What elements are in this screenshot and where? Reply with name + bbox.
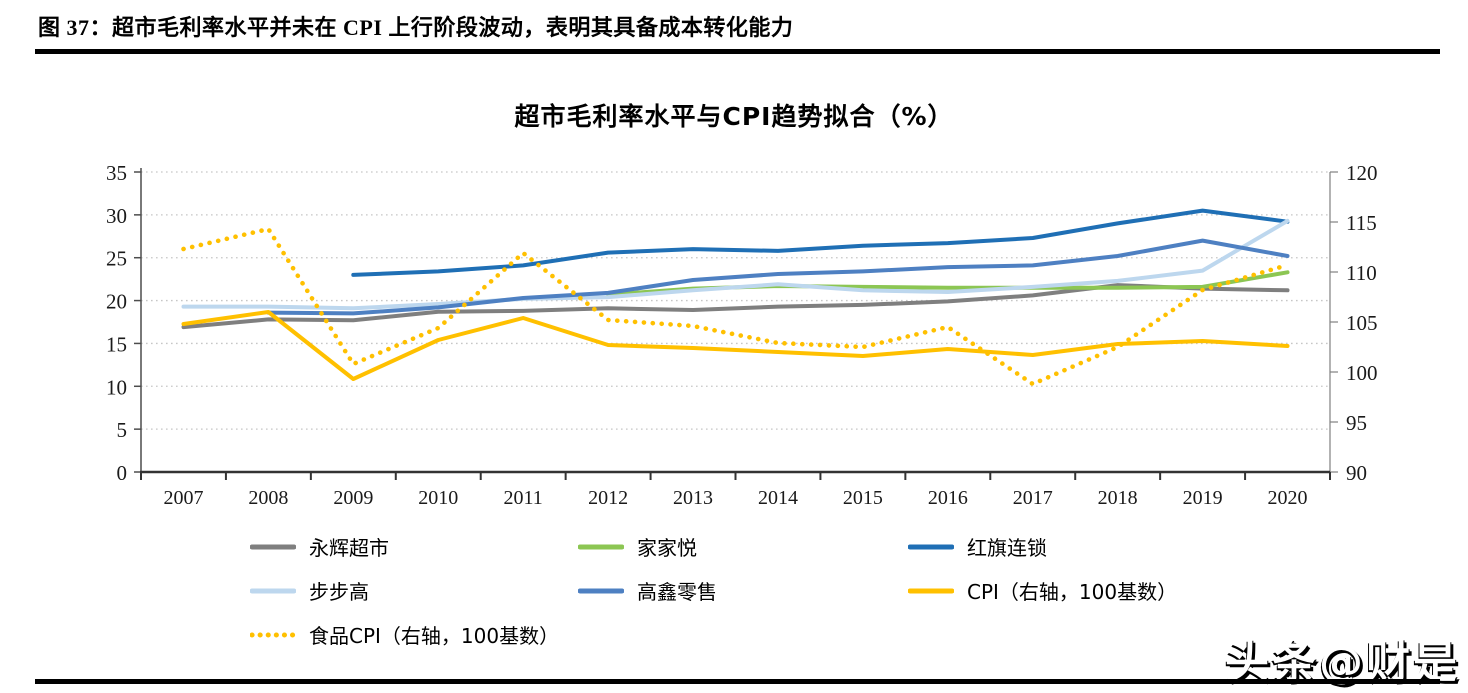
x-axis-tick-label: 2013 [673, 487, 713, 509]
legend-swatch-hongqi [908, 544, 954, 549]
gridlines [141, 171, 1330, 430]
x-axis-tick-label: 2019 [1183, 487, 1223, 509]
legend-swatch-yonghui [250, 544, 296, 549]
x-axis-tick-label: 2011 [504, 487, 543, 509]
header-divider [35, 49, 1440, 54]
chart-legend: 永辉超市 家家悦 红旗连锁步步高 高鑫零售 CPI（右轴，100基数） 食品CPI（右轴，… [250, 532, 1358, 649]
series-line-yonghui [181, 283, 1290, 330]
legend-label-bubugao: 步步高 [309, 580, 369, 604]
legend-label-jiajiayue: 家家悦 [637, 536, 697, 560]
legend-label-yonghui: 永辉超市 [309, 536, 389, 560]
series-line-cpi [181, 310, 1290, 381]
left-axis-tick-label: 0 [117, 461, 128, 485]
left-axis-tick-label: 35 [106, 161, 127, 185]
legend-swatch-cpi [908, 588, 954, 593]
legend-item-gaoxin: 高鑫零售 [578, 576, 908, 605]
legend-swatch-gaoxin [578, 588, 624, 593]
series-line-hongqi [351, 208, 1290, 277]
x-axis-tick-label: 2008 [248, 487, 288, 509]
left-axis-tick-label: 20 [106, 290, 127, 314]
legend-item-yonghui: 永辉超市 [250, 532, 578, 561]
x-axis: 2007 2008 2009 2010 2011 2012 2013 2014 2015 2016… [140, 470, 1331, 509]
right-axis: 90 95 100 105 110 115 120 [1329, 161, 1378, 485]
x-axis-tick-label: 2010 [418, 487, 458, 509]
footer-divider [35, 679, 1440, 684]
legend-swatch-food-cpi [250, 632, 296, 637]
left-axis-tick-label: 15 [106, 332, 127, 356]
x-axis-tick-label: 2016 [928, 487, 968, 509]
legend-item-cpi: CPI（右轴，100基数） [908, 576, 1358, 605]
x-axis-tick-label: 2020 [1268, 487, 1308, 509]
legend-item-food-cpi: 食品CPI（右轴，100基数） [250, 620, 578, 649]
x-axis-tick-label: 2009 [333, 487, 373, 509]
right-axis-tick-label: 110 [1346, 261, 1377, 285]
right-axis-tick-label: 90 [1346, 461, 1367, 485]
legend-item-jiajiayue: 家家悦 [578, 532, 908, 561]
legend-label-food-cpi: 食品CPI（右轴，100基数） [309, 624, 560, 648]
x-axis-tick-label: 2014 [758, 487, 798, 509]
legend-label-hongqi: 红旗连锁 [967, 536, 1047, 560]
right-axis-tick-label: 120 [1346, 161, 1378, 185]
x-axis-tick-label: 2007 [163, 487, 203, 509]
x-axis-tick-label: 2018 [1098, 487, 1138, 509]
figure-title: 图 37：超市毛利率水平并未在 CPI 上行阶段波动，表明其具备成本转化能力 [38, 15, 794, 40]
right-axis-tick-label: 105 [1346, 311, 1378, 335]
right-axis-tick-label: 100 [1346, 361, 1378, 385]
legend-swatch-jiajiayue [578, 544, 624, 549]
series-line-food-cpi [181, 226, 1290, 387]
x-axis-tick-label: 2015 [843, 487, 883, 509]
series-line-gaoxin [266, 238, 1290, 316]
left-axis: 0 5 10 15 20 25 30 35 [106, 161, 142, 485]
left-axis-tick-label: 25 [106, 247, 127, 271]
series-line-bubugao [181, 218, 1290, 311]
chart-title: 超市毛利率水平与CPI趋势拟合（%） [514, 102, 954, 131]
legend-label-cpi: CPI（右轴，100基数） [967, 580, 1178, 604]
x-axis-tick-label: 2017 [1013, 487, 1053, 509]
legend-item-bubugao: 步步高 [250, 576, 578, 605]
left-axis-tick-label: 10 [106, 375, 127, 399]
left-axis-tick-label: 30 [106, 204, 127, 228]
legend-swatch-bubugao [250, 588, 296, 593]
legend-label-gaoxin: 高鑫零售 [637, 580, 717, 604]
legend-item-hongqi: 红旗连锁 [908, 532, 1358, 561]
x-axis-tick-label: 2012 [588, 487, 628, 509]
right-axis-tick-label: 95 [1346, 411, 1367, 435]
right-axis-tick-label: 115 [1346, 211, 1377, 235]
left-axis-tick-label: 5 [117, 418, 128, 442]
